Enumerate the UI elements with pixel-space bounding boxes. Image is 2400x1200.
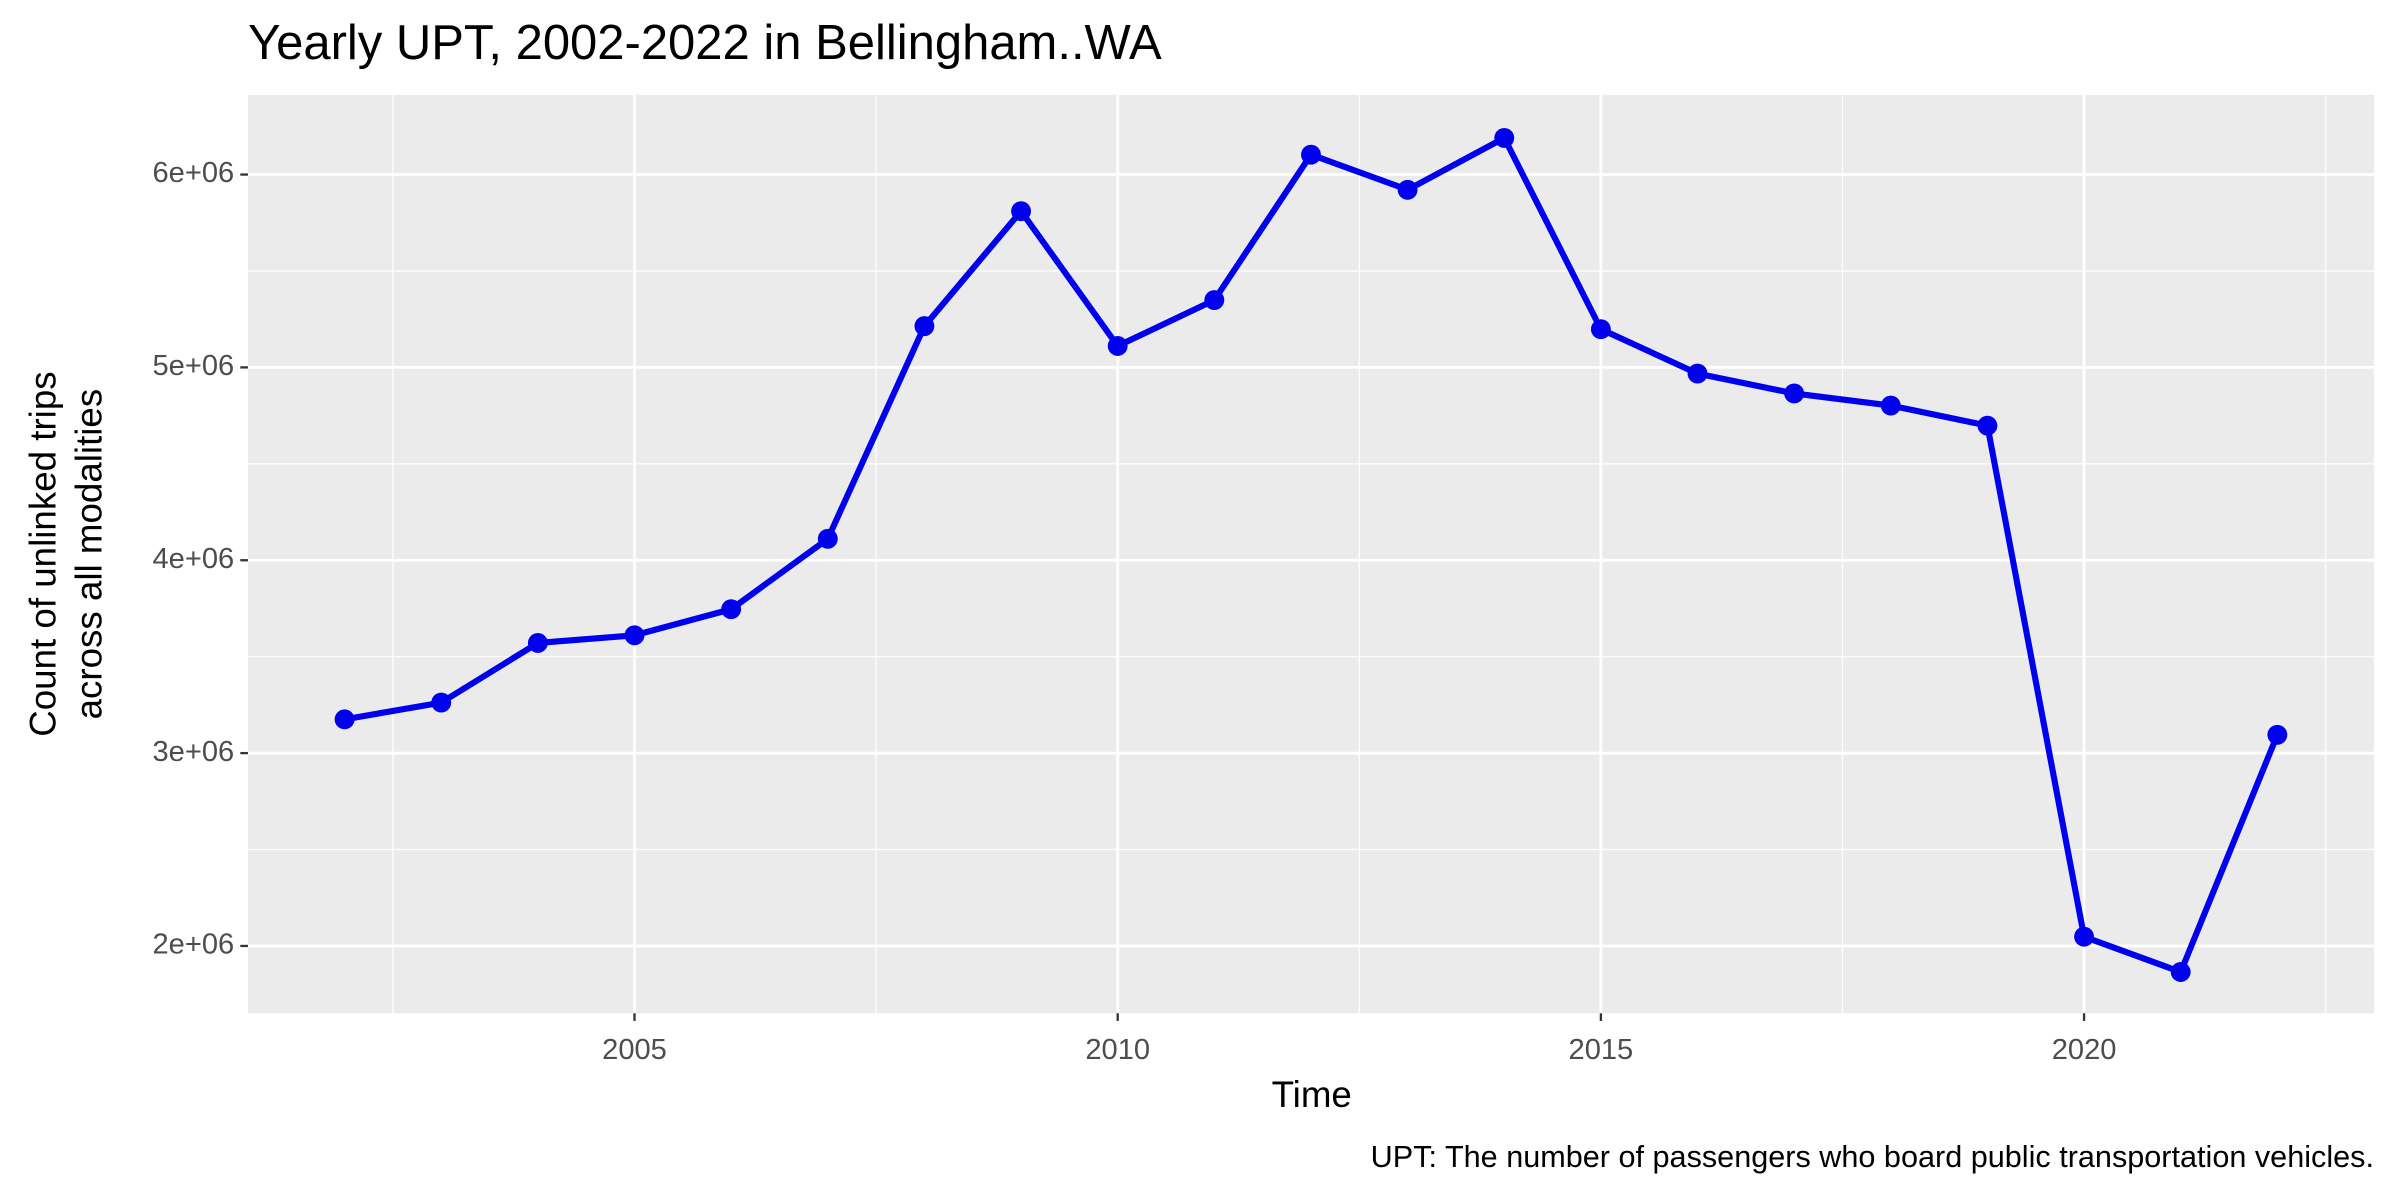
x-axis-title: Time — [1272, 1074, 1352, 1115]
data-point — [1301, 144, 1321, 165]
data-point — [914, 316, 935, 337]
data-point — [334, 709, 355, 730]
y-tick-label: 3e+06 — [153, 736, 235, 768]
data-point — [817, 528, 838, 549]
y-tick-label: 2e+06 — [153, 929, 235, 961]
x-tick-label: 2005 — [602, 1034, 667, 1066]
data-point — [2267, 724, 2288, 745]
chart-title: Yearly UPT, 2002-2022 in Bellingham..WA — [248, 16, 1162, 70]
data-point — [1494, 127, 1515, 148]
x-tick-label: 2015 — [1569, 1034, 1634, 1066]
y-tick-label: 5e+06 — [153, 350, 235, 382]
data-point — [1687, 363, 1708, 384]
data-point — [2170, 962, 2191, 982]
x-tick-label: 2010 — [1085, 1034, 1150, 1066]
data-point — [1784, 383, 1805, 404]
y-axis-title: across all modalities — [69, 389, 110, 720]
data-point — [1880, 395, 1901, 416]
data-point — [1397, 179, 1418, 200]
y-tick-label: 6e+06 — [153, 157, 235, 189]
data-point — [721, 599, 742, 620]
data-point — [2074, 926, 2095, 947]
data-point — [431, 692, 452, 713]
y-tick-label: 4e+06 — [153, 543, 235, 575]
plot-panel — [247, 94, 2374, 1014]
data-point — [1204, 290, 1225, 311]
data-point — [1977, 415, 1998, 436]
caption: UPT: The number of passengers who board … — [1371, 1140, 2374, 1174]
data-point — [1590, 319, 1611, 340]
data-point — [1011, 201, 1032, 222]
y-axis-title: Count of unlinked trips — [23, 371, 64, 736]
x-tick-label: 2020 — [2052, 1034, 2117, 1066]
data-point — [624, 625, 645, 646]
data-point — [1107, 336, 1128, 356]
data-point — [527, 633, 548, 653]
